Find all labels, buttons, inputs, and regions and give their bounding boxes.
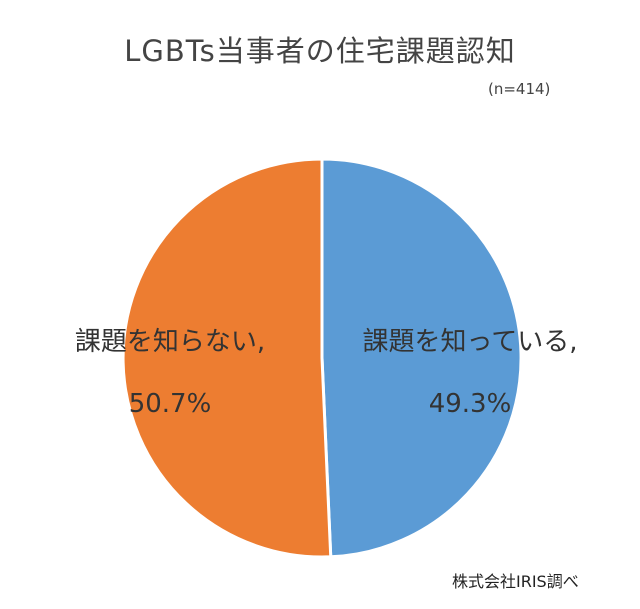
pie-labels: 課題を知っている, 49.3% 課題を知らない, 50.7% [75, 327, 578, 419]
pie-slice-2 [121, 157, 333, 559]
chart-title: LGBTs当事者の住宅課題認知 [124, 34, 516, 68]
source-note: 株式会社IRIS調べ [452, 572, 579, 591]
slice-value-2: 50.7% [129, 389, 212, 419]
slice-label-2: 課題を知らない, [75, 327, 265, 357]
slice-value-1: 49.3% [429, 389, 512, 419]
pie-slices [121, 157, 523, 559]
chart-subtitle: (n=414) [488, 80, 551, 98]
pie-slice-1 [320, 157, 523, 559]
slice-label-1: 課題を知っている, [363, 327, 578, 357]
